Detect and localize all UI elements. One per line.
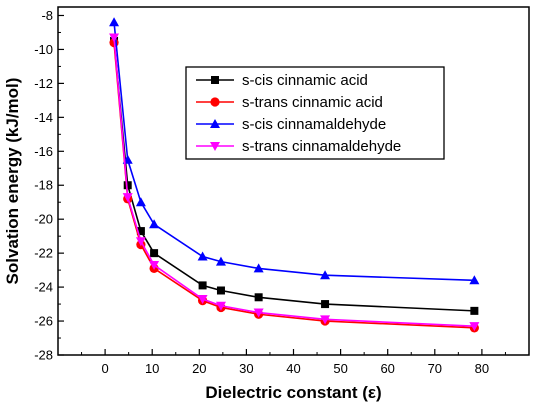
x-axis-title: Dielectric constant (ε) [205, 383, 381, 402]
x-tick-label: 50 [333, 361, 347, 376]
x-tick-label: 0 [101, 361, 108, 376]
legend-marker [210, 119, 220, 128]
y-tick-label: -20 [34, 212, 53, 227]
legend-label: s-trans cinnamic acid [242, 94, 383, 111]
data-point [469, 275, 480, 285]
data-point [320, 315, 331, 325]
legend-marker [211, 76, 219, 84]
plot-frame [57, 6, 530, 356]
data-point [197, 294, 208, 304]
data-point [253, 263, 264, 273]
x-tick-label: 80 [475, 361, 489, 376]
legend-label: s-trans cinnamaldehyde [242, 138, 401, 155]
x-tick-label: 30 [239, 361, 253, 376]
data-point [136, 227, 145, 236]
data-point [135, 197, 146, 207]
y-axis-title: Solvation energy (kJ/mol) [3, 78, 22, 285]
data-point [150, 249, 159, 258]
y-tick-label: -18 [34, 178, 53, 193]
y-tick-label: -10 [34, 42, 53, 57]
series-layer [109, 17, 480, 333]
data-point [122, 193, 133, 203]
data-point [254, 293, 263, 302]
data-point [149, 261, 160, 271]
y-axis: -28 -26 -24 -22 -20 -18 -16 -14 -12 -10 -8 [34, 8, 64, 363]
x-tick-label: 10 [145, 361, 159, 376]
data-point [253, 308, 264, 318]
x-axis: 0 10 20 30 40 50 60 70 80 [81, 349, 506, 376]
data-point [215, 301, 226, 311]
data-point [198, 281, 207, 290]
y-tick-label: -14 [34, 110, 53, 125]
legend: s-cis cinnamic acid s-trans cinnamic acid… [185, 66, 445, 160]
data-point [123, 181, 132, 190]
data-point [469, 322, 480, 332]
x-tick-label: 70 [428, 361, 442, 376]
y-tick-label: -24 [34, 280, 53, 295]
y-tick-label: -28 [34, 348, 53, 363]
y-tick-label: -26 [34, 314, 53, 329]
x-tick-label: 60 [380, 361, 394, 376]
data-point [197, 251, 208, 261]
legend-marker [210, 142, 220, 151]
legend-label: s-cis cinnamaldehyde [242, 116, 386, 133]
legend-label: s-cis cinnamic acid [242, 72, 368, 89]
data-point [135, 237, 146, 247]
series-2 [109, 17, 480, 285]
data-point [109, 17, 120, 27]
y-tick-label: -16 [34, 144, 53, 159]
plot-border [57, 6, 530, 356]
legend-box [185, 66, 445, 160]
data-point [149, 219, 160, 229]
data-point [109, 33, 120, 43]
legend-marker [210, 97, 220, 107]
data-point [320, 270, 331, 280]
x-tick-label: 40 [286, 361, 300, 376]
data-point [470, 306, 479, 315]
y-tick-label: -22 [34, 246, 53, 261]
data-point [215, 256, 226, 266]
y-tick-label: -8 [41, 8, 53, 23]
y-tick-label: -12 [34, 76, 53, 91]
x-tick-label: 20 [192, 361, 206, 376]
data-point [216, 286, 225, 295]
data-point [321, 300, 330, 309]
series-3 [109, 33, 480, 332]
